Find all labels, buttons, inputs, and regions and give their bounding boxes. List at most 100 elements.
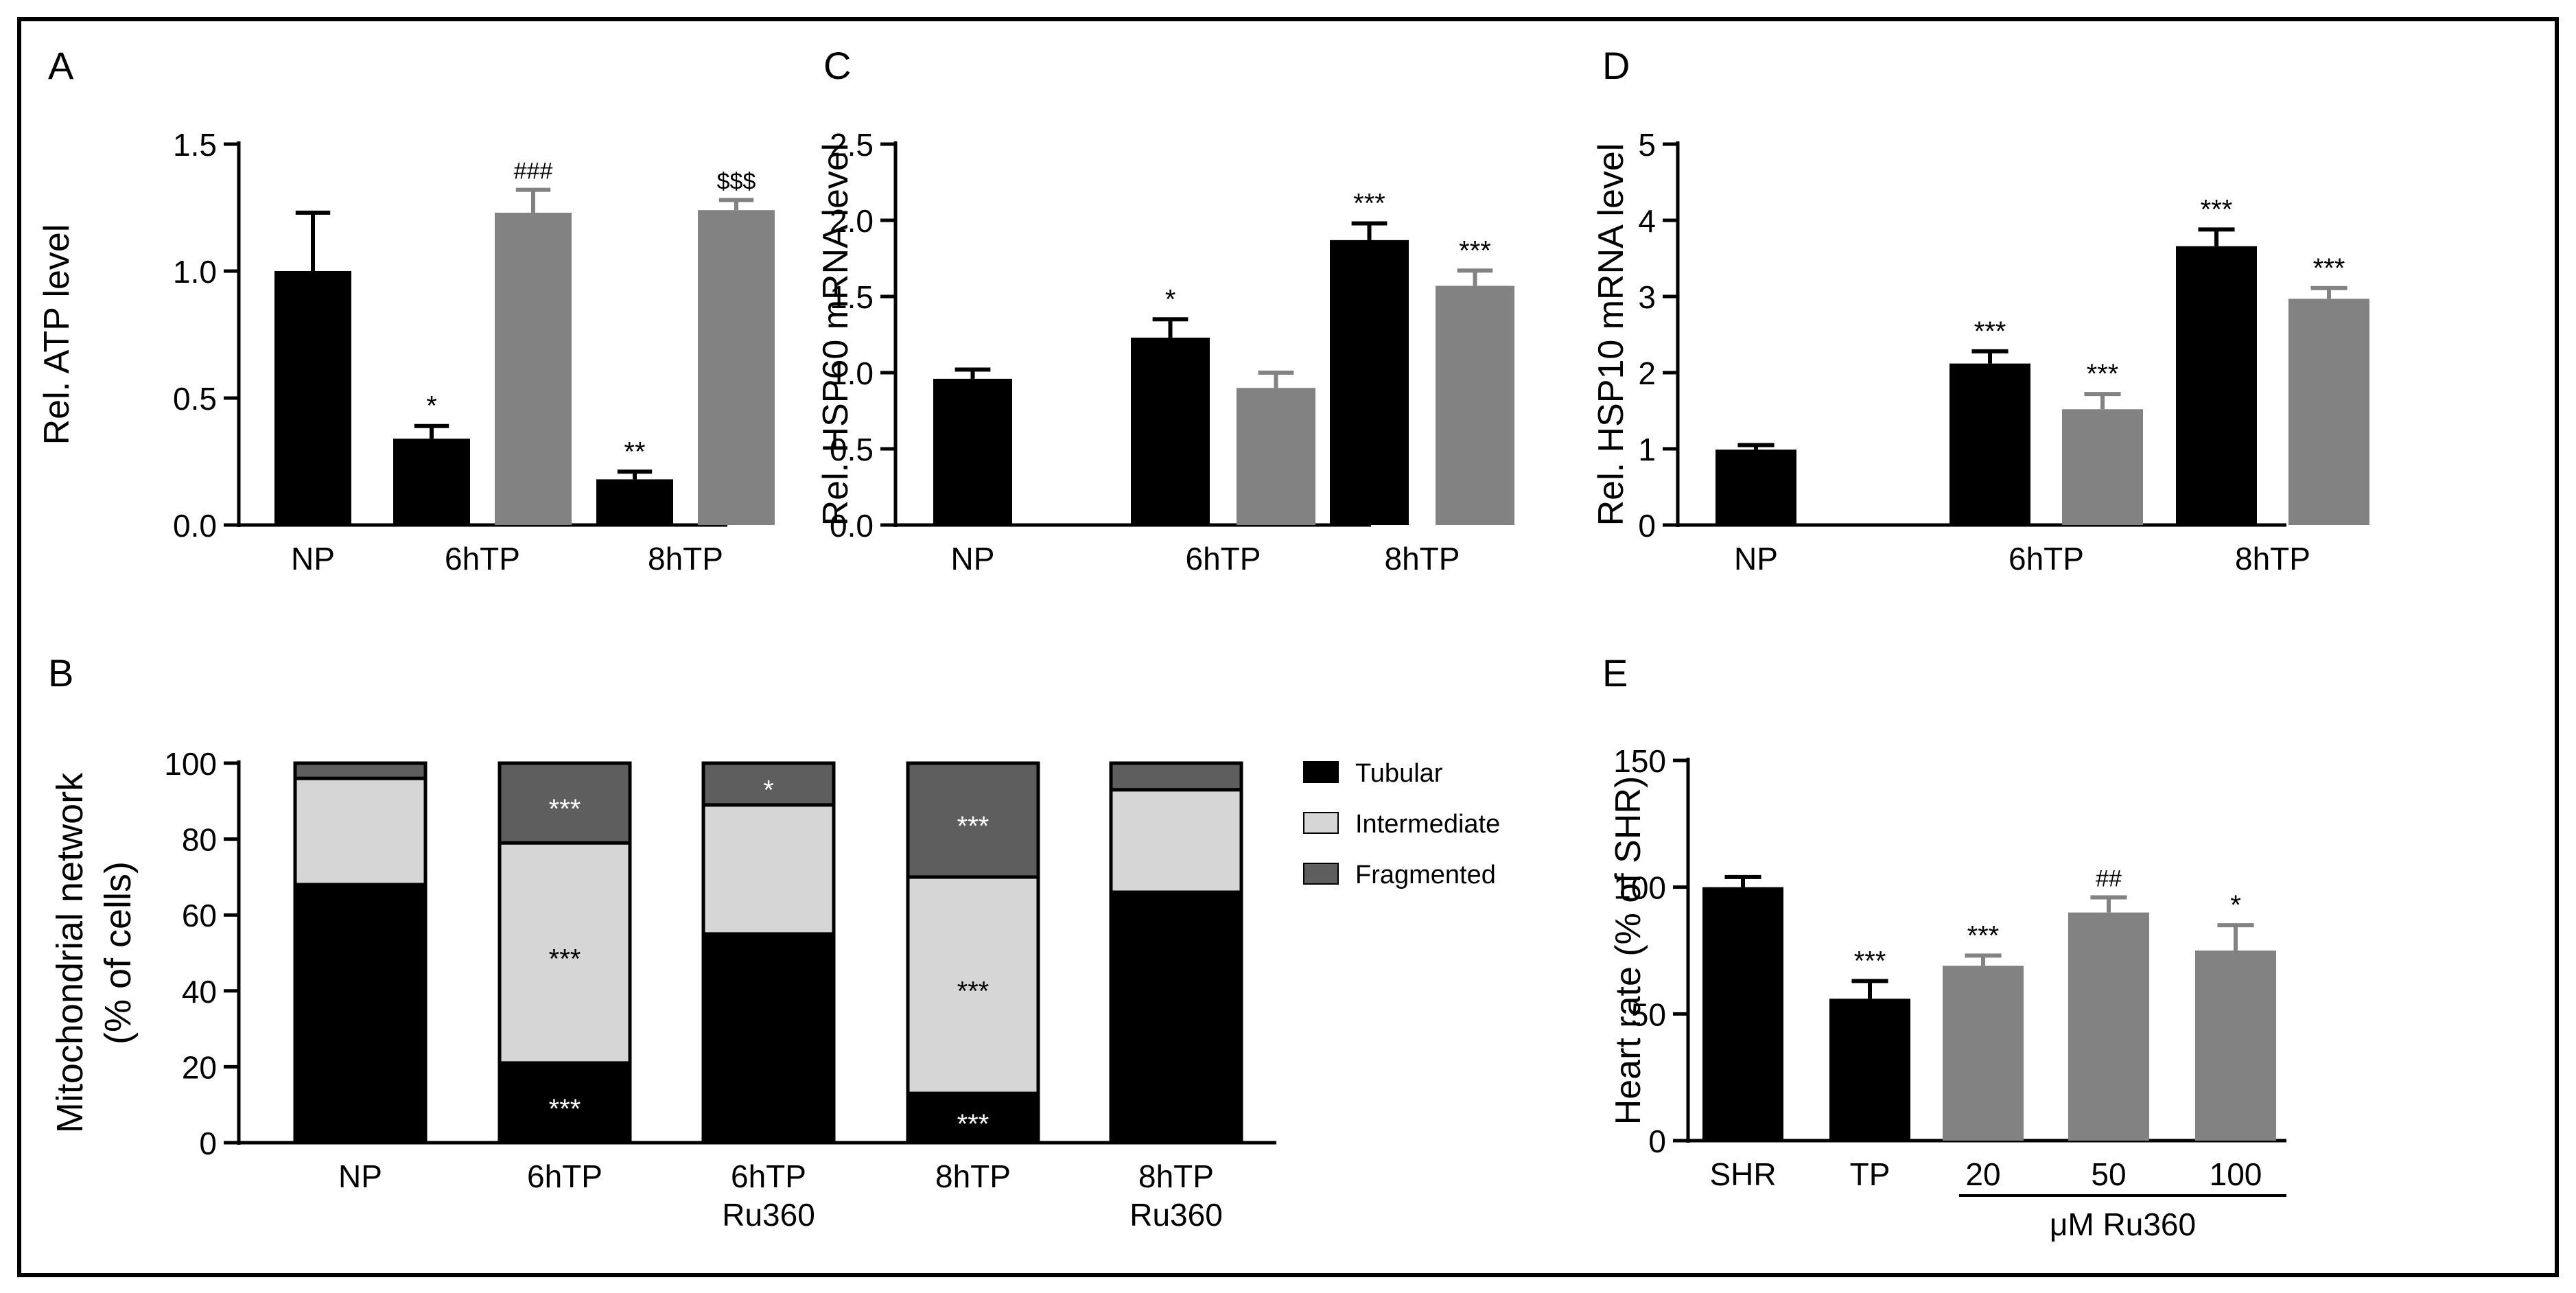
legend-swatch: [1303, 863, 1339, 885]
stacked-bar-segment: [1109, 890, 1243, 1145]
x-tick-label-C: NP: [951, 541, 995, 576]
bar-E: [2068, 912, 2149, 1141]
significance-label-B: ***: [549, 1094, 581, 1124]
y-tick-label-D: 2: [1638, 356, 1656, 391]
y-tick-label-D: 3: [1638, 279, 1656, 315]
y-tick-label-D: 1: [1638, 432, 1656, 467]
significance-label-B: ***: [549, 794, 581, 824]
x-tick-label-C: 8hTP: [1385, 541, 1460, 576]
bar-E: [1943, 966, 2024, 1141]
x-tick-label-B: Ru360: [1129, 1197, 1223, 1233]
significance-label-D: ***: [2313, 253, 2345, 283]
significance-label-B: ***: [957, 1109, 990, 1139]
significance-label-A: *: [426, 391, 437, 421]
legend-label: Intermediate: [1355, 810, 1500, 839]
y-tick-label-B: 40: [182, 974, 217, 1010]
significance-label-C: *: [1165, 284, 1176, 314]
y-tick-label-B: 0: [199, 1126, 217, 1161]
x-tick-label-E: 50: [2091, 1156, 2126, 1192]
x-tick-label-E: 20: [1965, 1156, 2000, 1192]
bar-C: [1237, 388, 1315, 525]
bar-E: [2195, 951, 2276, 1141]
stacked-bar-segment: [293, 883, 428, 1145]
x-tick-label-B: NP: [338, 1158, 382, 1194]
y-tick-label-C: 0.0: [830, 508, 874, 544]
y-axis-label-C: Rel. HSP60 mRNA level: [816, 143, 856, 526]
stacked-bar-segment: [701, 932, 836, 1145]
y-tick-label-A: 0.5: [173, 381, 217, 417]
y-axis-label-B: (% of cells): [97, 861, 139, 1045]
bar-D: [1716, 450, 1796, 525]
significance-label-C: ***: [1459, 235, 1491, 266]
panel-letter-C: C: [823, 44, 851, 87]
figure-border: [17, 17, 2559, 1277]
legend-label: Fragmented: [1355, 861, 1496, 889]
x-tick-label-D: NP: [1734, 541, 1778, 576]
significance-label-D: ***: [2087, 359, 2119, 389]
stacked-bar-segment: [497, 1061, 632, 1145]
bar-D: [2176, 246, 2257, 525]
y-tick-label-A: 1.5: [173, 127, 217, 163]
significance-label-C: ***: [1353, 188, 1385, 218]
y-tick-label-D: 0: [1638, 508, 1656, 544]
bar-A: [393, 439, 470, 525]
y-tick-label-C: 1.0: [830, 356, 874, 391]
bar-A: [495, 212, 572, 525]
y-tick-label-B: 20: [182, 1049, 217, 1085]
significance-label-B: ***: [549, 944, 581, 975]
stacked-bar-segment: [1109, 788, 1243, 894]
x-tick-label-A: 6hTP: [445, 541, 520, 576]
bar-C: [1330, 240, 1409, 525]
significance-label-A: ###: [514, 159, 553, 185]
y-tick-label-B: 80: [182, 822, 217, 858]
y-tick-label-D: 5: [1638, 127, 1656, 163]
x-tick-label-E: 100: [2210, 1156, 2262, 1192]
y-tick-label-A: 1.0: [173, 254, 217, 290]
bar-E: [1702, 887, 1783, 1141]
legend-swatch: [1303, 761, 1339, 783]
stacked-bar-segment: [293, 761, 428, 780]
y-axis-label-D: Rel. HSP10 mRNA level: [1591, 143, 1631, 526]
y-tick-label-D: 4: [1638, 203, 1656, 239]
significance-label-B: ***: [957, 977, 990, 1007]
stacked-bar-segment: [906, 761, 1040, 879]
y-tick-label-E: 0: [1648, 1123, 1666, 1159]
panel-letter-B: B: [48, 651, 73, 695]
x-tick-label-A: NP: [291, 541, 335, 576]
legend-label: Tubular: [1355, 759, 1443, 788]
stacked-bar-segment: [701, 803, 836, 936]
stacked-bar-segment: [293, 776, 428, 887]
stacked-bar-segment: [906, 875, 1040, 1095]
x-tick-label-D: 6hTP: [2009, 541, 2084, 576]
significance-label-E: ***: [1967, 920, 2000, 951]
x-tick-label-A: 8hTP: [648, 541, 723, 576]
bar-E: [1829, 999, 1910, 1141]
bar-A: [596, 479, 673, 525]
significance-label-E: *: [2230, 890, 2241, 920]
significance-label-A: **: [624, 436, 645, 467]
bar-D: [2288, 299, 2369, 525]
significance-label-E: ##: [2096, 865, 2122, 892]
x-tick-label-B: 8hTP: [1138, 1158, 1214, 1194]
bar-D: [2062, 409, 2143, 525]
y-tick-label-B: 60: [182, 898, 217, 933]
x-tick-label-E: SHR: [1709, 1156, 1776, 1192]
y-tick-label-B: 100: [164, 746, 217, 782]
x-tick-label-E: TP: [1850, 1156, 1890, 1192]
panel-letter-E: E: [1602, 651, 1628, 695]
legend-swatch: [1303, 812, 1339, 834]
bar-C: [933, 378, 1012, 525]
x-tick-label-B: 8hTP: [935, 1158, 1011, 1194]
y-axis-label-B: Mitochondrial network: [49, 772, 91, 1133]
y-tick-label-C: 2.0: [830, 203, 874, 239]
y-axis-label-E: Heart rate (% of SHR): [1608, 776, 1648, 1126]
bar-C: [1436, 286, 1514, 525]
y-tick-label-C: 2.5: [830, 127, 874, 163]
significance-label-A: $$$: [717, 168, 756, 194]
x-tick-label-C: 6hTP: [1186, 541, 1261, 576]
panel-letter-D: D: [1602, 44, 1630, 87]
significance-label-B: *: [763, 775, 774, 805]
panel-letter-A: A: [48, 44, 74, 87]
x-tick-label-D: 8hTP: [2235, 541, 2310, 576]
